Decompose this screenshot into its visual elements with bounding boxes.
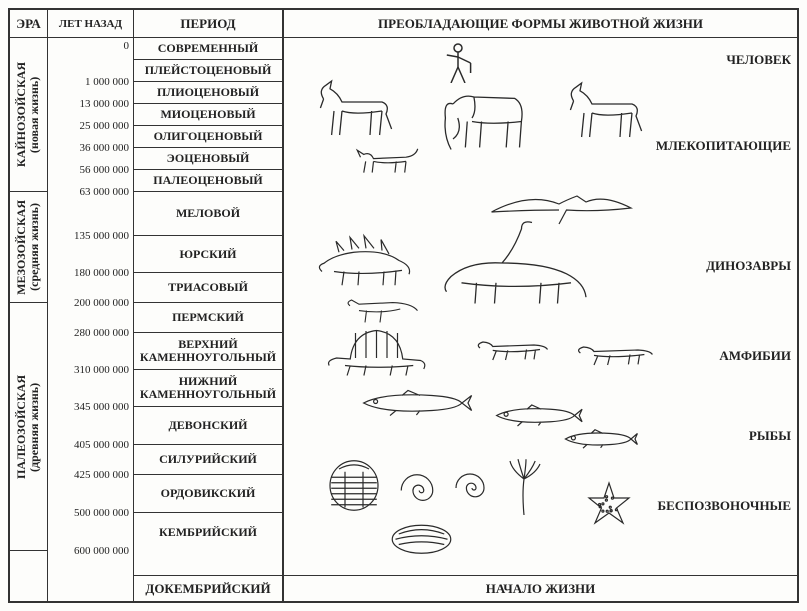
- smalldino-icon: [344, 293, 419, 325]
- horse1-icon: [314, 78, 394, 138]
- trilobite-icon: [324, 458, 384, 513]
- year-value: 1 000 000: [85, 76, 129, 88]
- era-cell: ПАЛЕОЗОЙСКАЯ (древняя жизнь): [10, 303, 47, 551]
- starfish-icon: [584, 478, 634, 528]
- horse2-icon: [564, 80, 644, 140]
- elephant-icon: [434, 83, 529, 153]
- period-cell: ДЕВОНСКИЙ: [134, 407, 282, 445]
- year-value: 0: [124, 40, 130, 52]
- life-label: ДИНОЗАВРЫ: [706, 258, 791, 274]
- period-cell: ОЛИГОЦЕНОВЫЙ: [134, 126, 282, 148]
- precambrian-period: ДОКЕМБРИЙСКИЙ: [134, 575, 282, 601]
- life-label: АМФИБИИ: [719, 348, 791, 364]
- period-cell: ТРИАСОВЫЙ: [134, 273, 282, 303]
- period-cell: ПЕРМСКИЙ: [134, 303, 282, 333]
- year-value: 63 000 000: [80, 186, 130, 198]
- period-header: ПЕРИОД: [134, 10, 282, 38]
- cat-icon: [354, 146, 419, 174]
- era-cell: МЕЗОЗОЙСКАЯ (средняя жизнь): [10, 192, 47, 303]
- years-header: ЛЕТ НАЗАД: [48, 10, 133, 38]
- year-value: 345 000 000: [74, 401, 129, 413]
- shell2-icon: [454, 468, 494, 508]
- year-value: 180 000 000: [74, 267, 129, 279]
- period-cell: ПЛЕЙСТОЦЕНОВЫЙ: [134, 60, 282, 82]
- period-cell: ВЕРХНИЙ КАМЕННОУГОЛЬНЫЙ: [134, 333, 282, 370]
- year-value: 500 000 000: [74, 507, 129, 519]
- period-cell: ЮРСКИЙ: [134, 236, 282, 273]
- fish3-icon: [559, 428, 639, 450]
- amphibian1-icon: [474, 333, 549, 363]
- year-value: 405 000 000: [74, 439, 129, 451]
- period-cell: КЕМБРИЙСКИЙ: [134, 513, 282, 551]
- life-label: БЕСПОЗВОНОЧНЫЕ: [657, 498, 791, 514]
- era-cell: КАЙНОЗОЙСКАЯ (новая жизнь): [10, 38, 47, 192]
- year-value: 25 000 000: [80, 120, 130, 132]
- amphibian2-icon: [574, 338, 654, 368]
- fish1-icon: [354, 388, 474, 418]
- year-value: 200 000 000: [74, 297, 129, 309]
- years-column: ЛЕТ НАЗАД 0 1 000 000 13 000 000 25 000 000…: [48, 10, 134, 601]
- life-start: НАЧАЛО ЖИЗНИ: [284, 575, 797, 601]
- era-body: КАЙНОЗОЙСКАЯ (новая жизнь)МЕЗОЗОЙСКАЯ (с…: [10, 38, 47, 601]
- year-value: 310 000 000: [74, 364, 129, 376]
- year-value: 600 000 000: [74, 545, 129, 557]
- life-label: РЫБЫ: [749, 428, 791, 444]
- period-cell: ОРДОВИКСКИЙ: [134, 475, 282, 513]
- life-header: ПРЕОБЛАДАЮЩИЕ ФОРМЫ ЖИВОТНОЙ ЖИЗНИ: [284, 10, 797, 38]
- fish2-icon: [489, 403, 584, 428]
- years-body: 0 1 000 000 13 000 000 25 000 000 36 000 000…: [48, 38, 133, 601]
- human-icon: [444, 43, 472, 83]
- geologic-time-table: ЭРА КАЙНОЗОЙСКАЯ (новая жизнь)МЕЗОЗОЙСКА…: [8, 8, 799, 603]
- shell1-icon: [399, 468, 444, 513]
- year-value: 135 000 000: [74, 230, 129, 242]
- crinoid-icon: [504, 458, 544, 518]
- period-cell: СИЛУРИЙСКИЙ: [134, 445, 282, 475]
- period-column: ПЕРИОД СОВРЕМЕННЫЙПЛЕЙСТОЦЕНОВЫЙПЛИОЦЕНО…: [134, 10, 282, 601]
- dimetrodon-icon: [324, 328, 429, 378]
- year-value: 56 000 000: [80, 164, 130, 176]
- era-header: ЭРА: [10, 10, 47, 38]
- life-label: МЛЕКОПИТАЮЩИЕ: [656, 138, 791, 154]
- year-value: 13 000 000: [80, 98, 130, 110]
- period-cell: ПЛИОЦЕНОВЫЙ: [134, 82, 282, 104]
- year-value: 36 000 000: [80, 142, 130, 154]
- period-cell: МЕЛОВОЙ: [134, 192, 282, 236]
- year-value: 425 000 000: [74, 469, 129, 481]
- clam-icon: [389, 520, 454, 555]
- period-body: СОВРЕМЕННЫЙПЛЕЙСТОЦЕНОВЫЙПЛИОЦЕНОВЫЙМИОЦ…: [134, 38, 282, 575]
- period-cell: НИЖНИЙ КАМЕННОУГОЛЬНЫЙ: [134, 370, 282, 407]
- period-cell: СОВРЕМЕННЫЙ: [134, 38, 282, 60]
- left-table: ЭРА КАЙНОЗОЙСКАЯ (новая жизнь)МЕЗОЗОЙСКА…: [10, 10, 284, 601]
- period-cell: МИОЦЕНОВЫЙ: [134, 104, 282, 126]
- life-body: ЧЕЛОВЕК МЛЕКОПИТАЮЩИЕ ДИНОЗАВРЫ АМФИБИИ РЫБЫ…: [284, 38, 797, 575]
- life-label: ЧЕЛОВЕК: [726, 52, 791, 68]
- life-column: ПРЕОБЛАДАЮЩИЕ ФОРМЫ ЖИВОТНОЙ ЖИЗНИ ЧЕЛОВ…: [284, 10, 797, 601]
- year-value: 280 000 000: [74, 327, 129, 339]
- era-column: ЭРА КАЙНОЗОЙСКАЯ (новая жизнь)МЕЗОЗОЙСКА…: [10, 10, 48, 601]
- period-cell: ЭОЦЕНОВЫЙ: [134, 148, 282, 170]
- sauropod-icon: [439, 218, 589, 308]
- period-cell: ПАЛЕОЦЕНОВЫЙ: [134, 170, 282, 192]
- stegosaurus-icon: [314, 233, 414, 288]
